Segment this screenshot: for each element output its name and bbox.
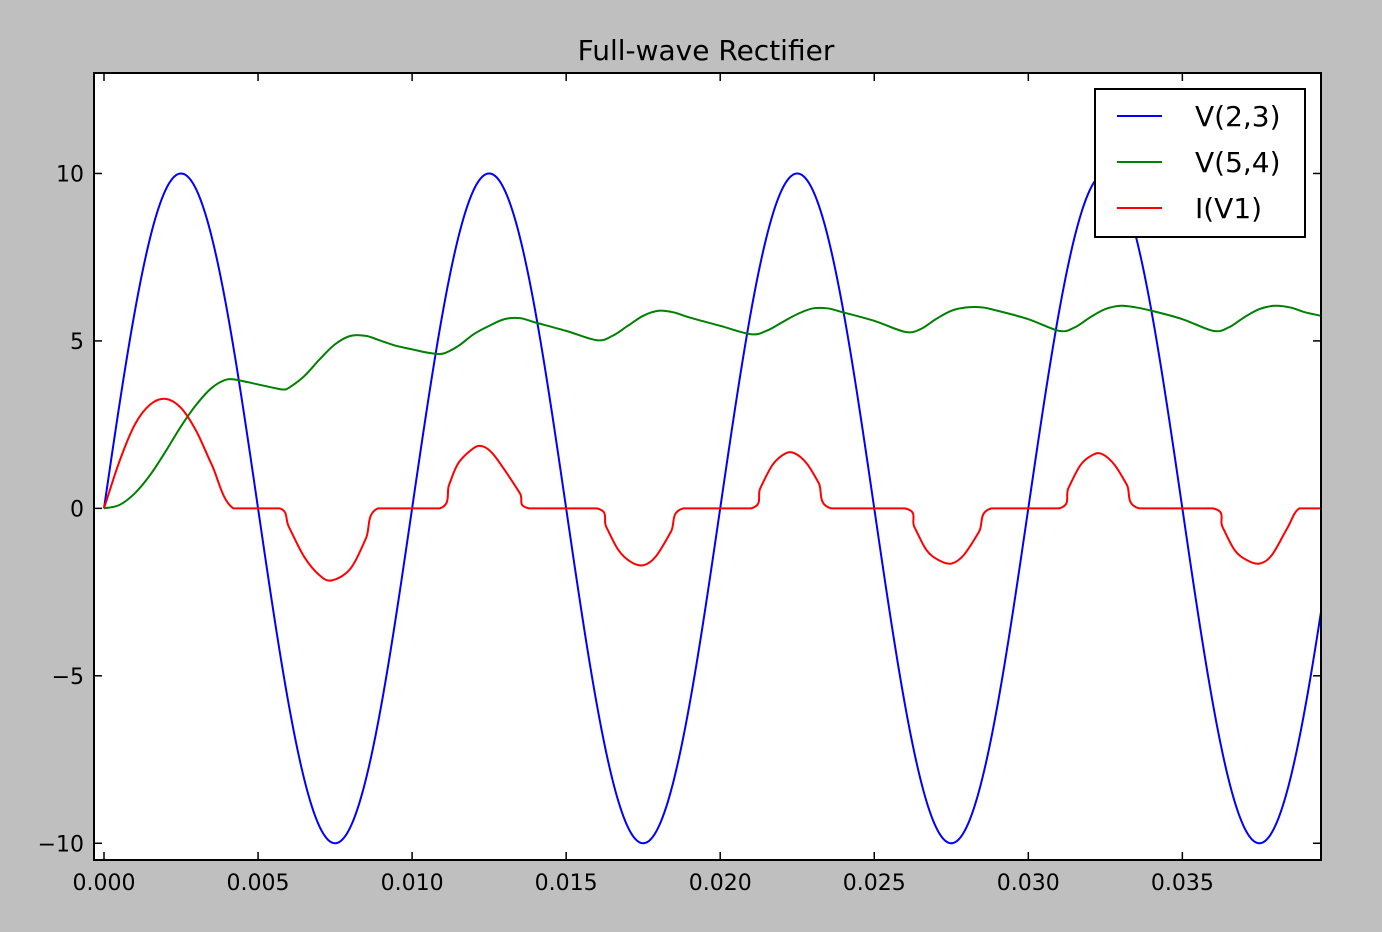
y-axis-ticks: −10 −5 0 5 10 bbox=[38, 162, 1321, 857]
series-line-1 bbox=[103, 304, 1322, 510]
y-tick-label: −10 bbox=[38, 832, 84, 857]
x-tick-label: 0.035 bbox=[1151, 871, 1214, 896]
y-tick-label: −5 bbox=[52, 665, 84, 690]
x-tick-label: 0.005 bbox=[227, 871, 290, 896]
y-tick-label: 10 bbox=[56, 162, 84, 187]
plot-frame bbox=[93, 72, 1322, 861]
legend: V(2,3) V(5,4) I(V1) bbox=[1094, 88, 1306, 238]
x-tick-label: 0.020 bbox=[689, 871, 752, 896]
y-tick-label: 0 bbox=[70, 497, 84, 522]
x-axis-ticks: 0.000 0.005 0.010 0.015 0.020 0.025 0.030 0.035 bbox=[73, 73, 1214, 896]
chart-title: Full-wave Rectifier bbox=[578, 34, 835, 67]
x-tick-label: 0.010 bbox=[381, 871, 444, 896]
x-tick-label: 0.030 bbox=[997, 871, 1060, 896]
legend-label-1: V(5,4) bbox=[1195, 146, 1281, 179]
series-line-2 bbox=[103, 397, 1321, 582]
x-tick-label: 0.025 bbox=[843, 871, 906, 896]
y-tick-label: 5 bbox=[70, 330, 84, 355]
legend-label-0: V(2,3) bbox=[1195, 100, 1281, 133]
x-tick-label: 0.000 bbox=[73, 871, 136, 896]
legend-label-2: I(V1) bbox=[1195, 192, 1262, 225]
x-tick-label: 0.015 bbox=[535, 871, 598, 896]
